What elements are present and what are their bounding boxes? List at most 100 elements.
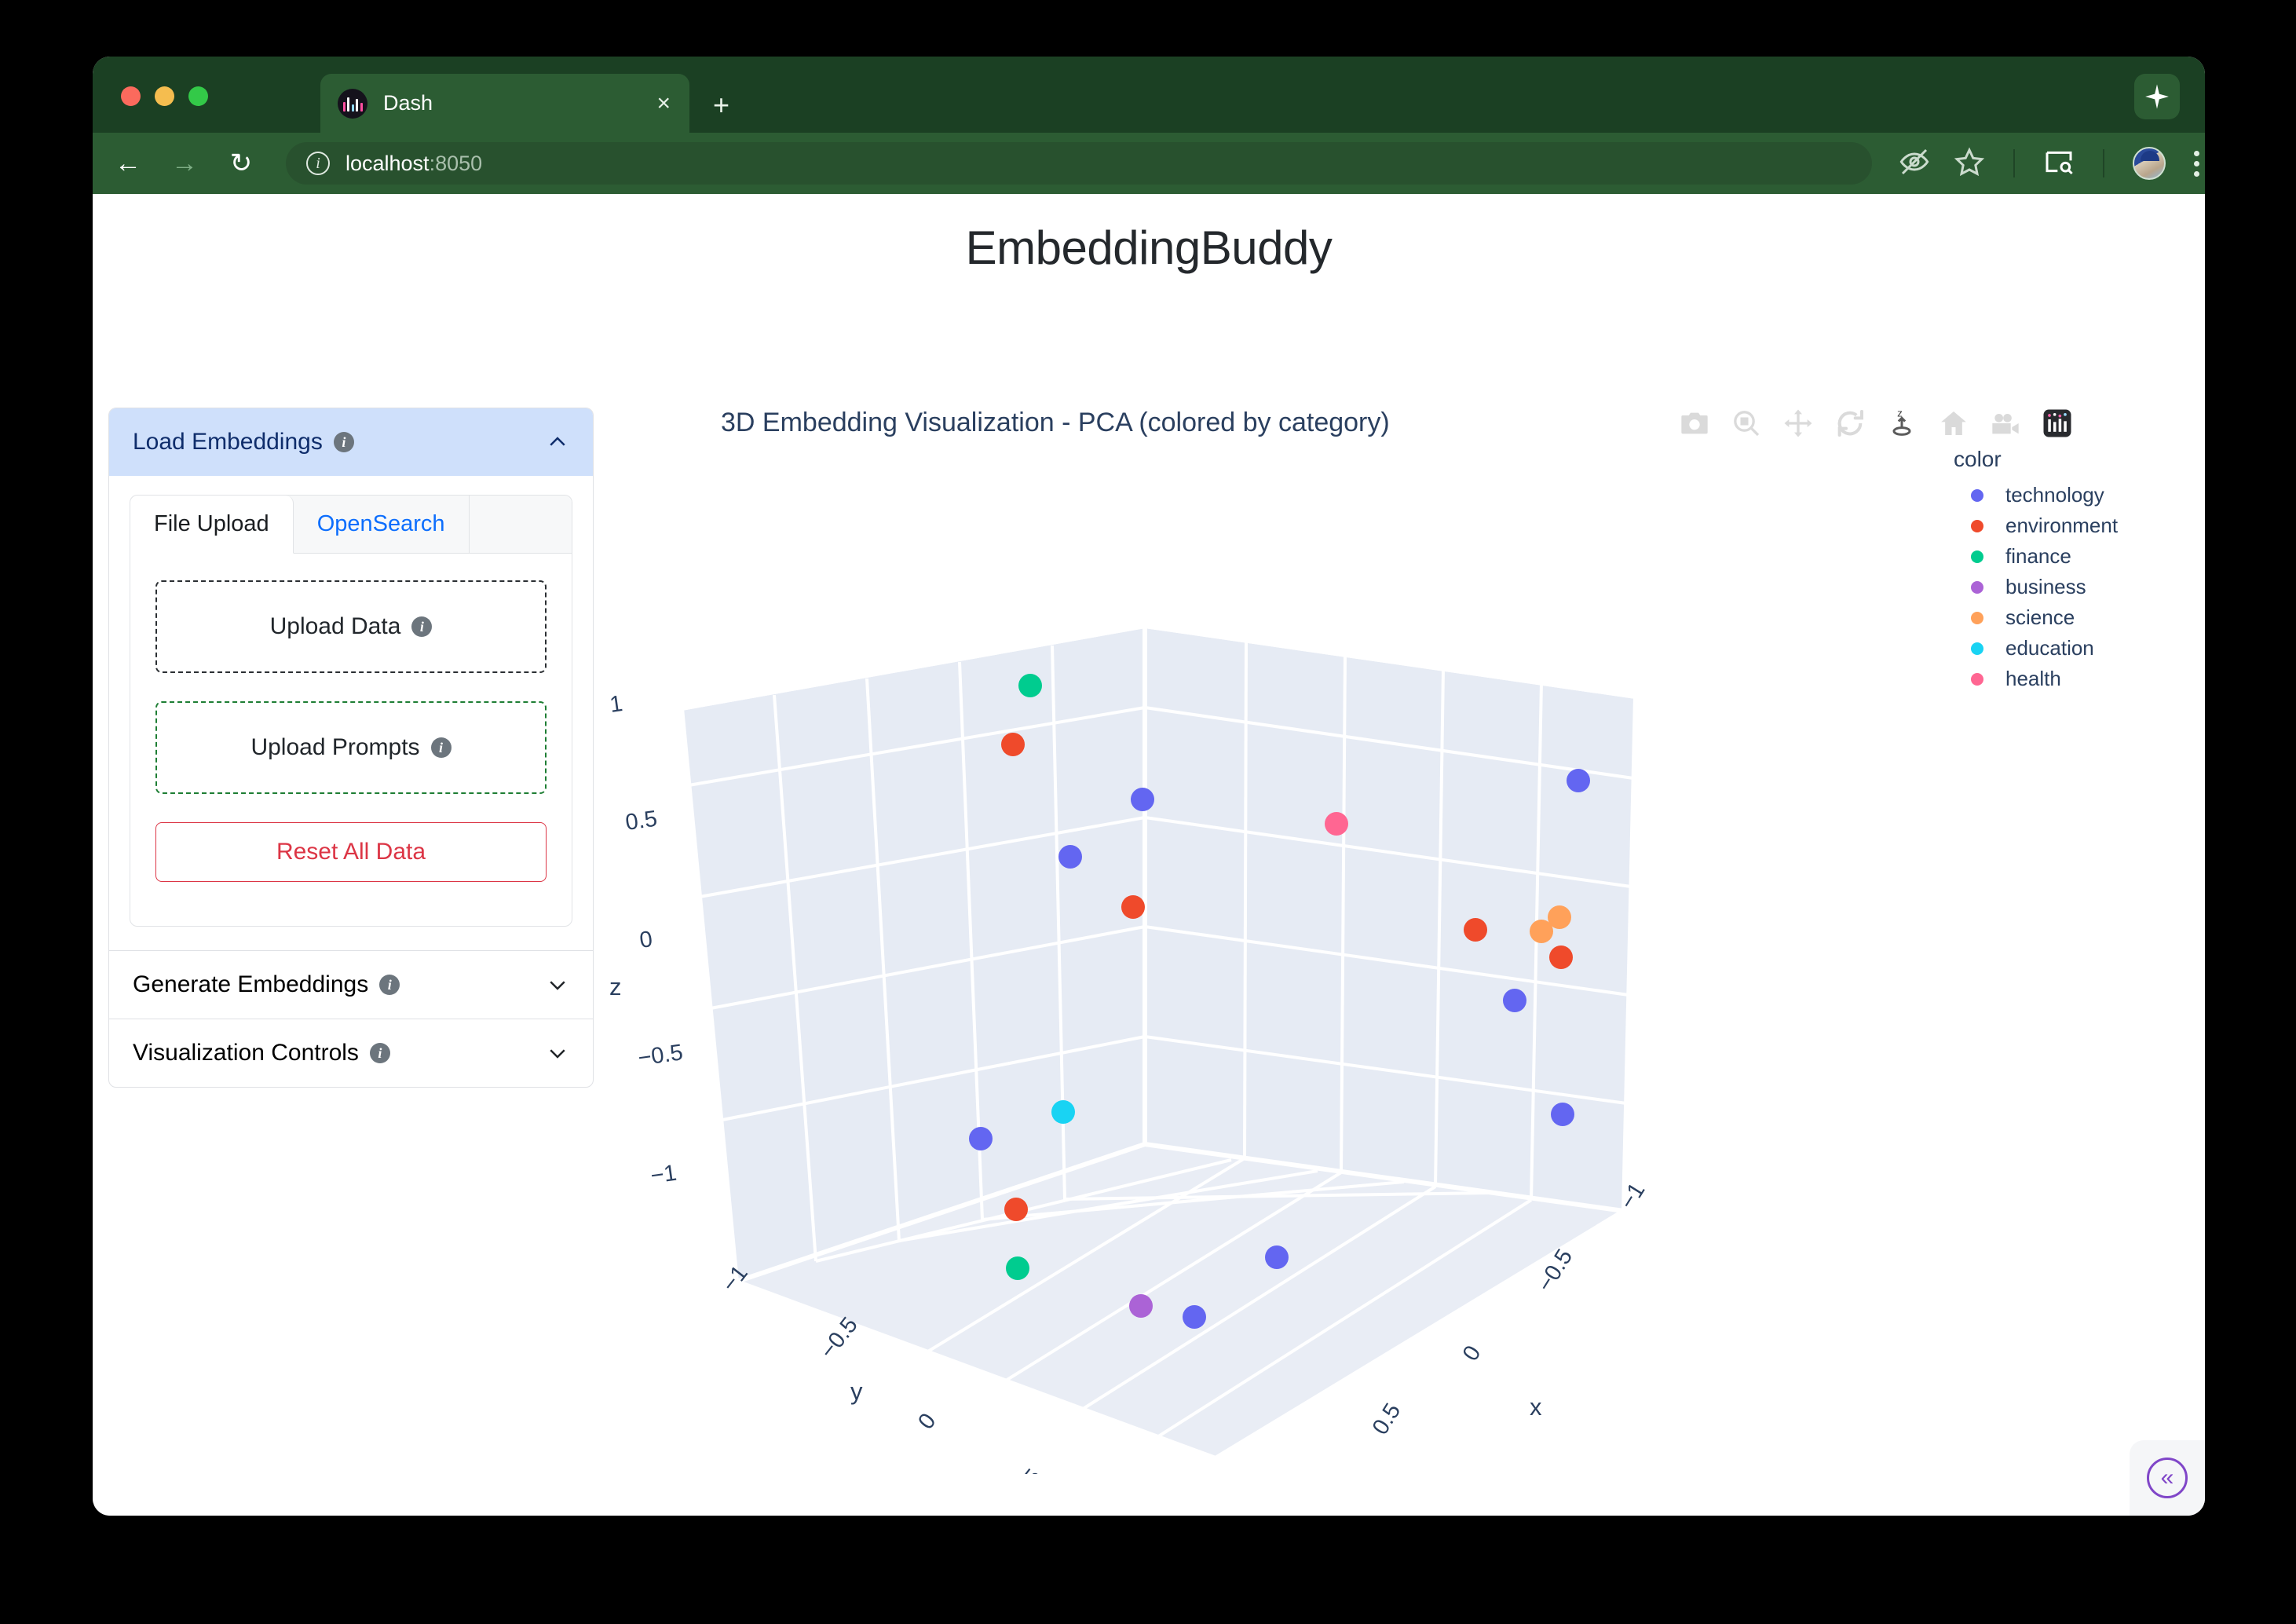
maximize-window-button[interactable] xyxy=(188,86,208,106)
info-icon[interactable]: i xyxy=(430,737,452,758)
upload-tabs-card: File Upload OpenSearch Upload Data i Upl… xyxy=(130,495,572,927)
address-bar[interactable]: i localhost:8050 xyxy=(286,142,1872,185)
svg-text:0: 0 xyxy=(913,1409,941,1434)
sidebar-section-label: Generate Embeddings xyxy=(133,971,369,997)
scatter-point[interactable] xyxy=(1551,1103,1574,1126)
reload-button[interactable]: ↻ xyxy=(229,148,253,178)
legend-swatch xyxy=(1971,611,1983,624)
home-reset-icon[interactable] xyxy=(1938,408,1969,439)
page-title: EmbeddingBuddy xyxy=(965,221,1333,274)
upload-prompts-dropzone[interactable]: Upload Prompts i xyxy=(155,701,547,794)
info-icon[interactable]: i xyxy=(411,616,433,637)
browser-tabstrip: Dash × + xyxy=(93,57,2205,133)
legend-item-finance[interactable]: finance xyxy=(1971,544,2189,569)
chevron-down-icon[interactable] xyxy=(546,973,569,997)
tab-opensearch[interactable]: OpenSearch xyxy=(294,496,470,553)
scatter-point[interactable] xyxy=(1567,769,1590,792)
info-icon[interactable]: i xyxy=(333,432,354,452)
new-tab-button[interactable]: + xyxy=(713,89,730,121)
eye-off-icon[interactable] xyxy=(1899,146,1930,181)
reset-all-data-button[interactable]: Reset All Data xyxy=(155,822,547,882)
camera-icon[interactable] xyxy=(1679,408,1710,439)
star-icon[interactable] xyxy=(1954,146,1985,181)
upload-data-dropzone[interactable]: Upload Data i xyxy=(155,580,547,673)
data-points xyxy=(969,674,1590,1329)
scatter-point[interactable] xyxy=(969,1127,993,1150)
site-info-icon[interactable]: i xyxy=(306,152,330,175)
browser-tab[interactable]: Dash × xyxy=(320,74,689,133)
pan-icon[interactable] xyxy=(1782,408,1814,439)
close-window-button[interactable] xyxy=(121,86,141,106)
legend-swatch xyxy=(1971,488,1983,502)
tab-file-upload[interactable]: File Upload xyxy=(130,496,294,554)
legend-item-education[interactable]: education xyxy=(1971,636,2189,660)
scatter-point[interactable] xyxy=(1051,1100,1075,1124)
split-view-icon[interactable] xyxy=(2043,146,2075,181)
back-button[interactable]: ← xyxy=(115,148,141,178)
video-icon[interactable] xyxy=(1990,408,2021,439)
forward-button[interactable]: → xyxy=(171,148,198,178)
legend-item-business[interactable]: business xyxy=(1971,575,2189,599)
scatter-point[interactable] xyxy=(1129,1294,1153,1318)
scatter-point[interactable] xyxy=(1121,895,1145,919)
legend-item-environment[interactable]: environment xyxy=(1971,514,2189,538)
scatter-point[interactable] xyxy=(1325,812,1348,836)
scatter-point[interactable] xyxy=(1183,1305,1206,1329)
chart-legend: color technology environment finance bus… xyxy=(1954,447,2189,697)
scatter-point[interactable] xyxy=(1058,845,1082,869)
toolbar-divider-2 xyxy=(2103,149,2104,177)
plotly-logo-icon[interactable] xyxy=(2042,408,2073,439)
sidebar-accordion: Load Embeddings i File Upload OpenSearch… xyxy=(108,408,594,1088)
browser-window: Dash × + ← → ↻ i localhost:8050 xyxy=(93,57,2205,1516)
scatter3d-canvas[interactable]: 1 0.5 0 −0.5 −1 z −1 −0.5 0 0.5 y −1 xyxy=(595,437,1930,1474)
upload-prompts-label: Upload Prompts xyxy=(250,734,420,760)
kebab-menu-icon[interactable] xyxy=(2194,150,2199,177)
legend-label: finance xyxy=(2005,544,2071,568)
zoom-icon[interactable] xyxy=(1731,408,1762,439)
scatter-point[interactable] xyxy=(1265,1245,1289,1269)
scatter-point[interactable] xyxy=(1004,1198,1028,1221)
scatter-point[interactable] xyxy=(1548,905,1571,929)
legend-item-science[interactable]: science xyxy=(1971,605,2189,630)
info-icon[interactable]: i xyxy=(379,975,400,995)
x-axis-title: x xyxy=(1530,1393,1542,1421)
cube-edges xyxy=(679,623,1638,1461)
info-icon[interactable]: i xyxy=(369,1043,390,1063)
scatter-point[interactable] xyxy=(1464,918,1487,942)
profile-avatar[interactable] xyxy=(2133,147,2166,180)
svg-text:z: z xyxy=(1897,408,1903,419)
plotly-modebar: z xyxy=(1679,408,2073,439)
collapse-panel-button[interactable]: « xyxy=(2130,1440,2205,1516)
chevron-down-icon[interactable] xyxy=(546,1041,569,1065)
tab-title: Dash xyxy=(383,91,433,115)
scatter-point[interactable] xyxy=(1018,674,1042,697)
scatter-point[interactable] xyxy=(1001,733,1025,756)
legend-swatch xyxy=(1971,519,1983,532)
turntable-rotate-icon[interactable]: z xyxy=(1886,408,1918,439)
scatter-point[interactable] xyxy=(1131,788,1154,811)
page-content: EmbeddingBuddy Load Embeddings i File Up… xyxy=(93,194,2205,1516)
svg-text:0: 0 xyxy=(638,927,654,953)
sidebar-section-label: Load Embeddings xyxy=(133,429,323,455)
gemini-sparkle-icon[interactable] xyxy=(2134,74,2180,119)
legend-swatch xyxy=(1971,672,1983,686)
scatter-point[interactable] xyxy=(1530,920,1553,943)
svg-text:0.5: 0.5 xyxy=(1368,1399,1406,1439)
scatter-point[interactable] xyxy=(1503,989,1526,1012)
orbit-rotate-icon[interactable] xyxy=(1834,408,1866,439)
close-tab-icon[interactable]: × xyxy=(656,90,671,116)
chart-title: 3D Embedding Visualization - PCA (colore… xyxy=(721,408,1390,437)
sidebar-section-load-embeddings[interactable]: Load Embeddings i xyxy=(109,408,593,476)
sidebar-section-visualization-controls[interactable]: Visualization Controls i xyxy=(109,1019,593,1087)
url-text: localhost:8050 xyxy=(345,152,482,176)
sidebar-section-generate-embeddings[interactable]: Generate Embeddings i xyxy=(109,950,593,1019)
scatter-point[interactable] xyxy=(1549,946,1573,969)
legend-item-technology[interactable]: technology xyxy=(1971,483,2189,507)
upload-tab-panel: Upload Data i Upload Prompts i Reset All… xyxy=(130,554,572,926)
legend-item-health[interactable]: health xyxy=(1971,667,2189,691)
upload-data-label: Upload Data xyxy=(269,613,401,639)
scatter-point[interactable] xyxy=(1006,1256,1029,1280)
dash-logo-icon xyxy=(338,88,367,119)
chevron-up-icon[interactable] xyxy=(546,430,569,454)
minimize-window-button[interactable] xyxy=(155,86,174,106)
